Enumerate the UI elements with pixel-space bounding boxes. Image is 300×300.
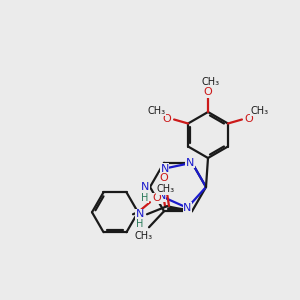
Text: N: N — [141, 182, 149, 192]
Text: CH₃: CH₃ — [147, 106, 165, 116]
Text: O: O — [204, 87, 212, 97]
Text: O: O — [244, 115, 253, 124]
Text: N: N — [160, 164, 169, 174]
Text: N: N — [183, 203, 191, 213]
Text: N: N — [186, 158, 194, 168]
Text: H: H — [141, 193, 149, 203]
Text: N: N — [136, 209, 144, 219]
Text: CH₃: CH₃ — [251, 106, 269, 116]
Text: O: O — [160, 173, 168, 183]
Text: O: O — [163, 115, 172, 124]
Text: CH₃: CH₃ — [157, 184, 175, 194]
Text: O: O — [153, 193, 161, 203]
Text: H: H — [136, 219, 144, 229]
Text: CH₃: CH₃ — [202, 77, 220, 87]
Text: N: N — [158, 191, 166, 201]
Text: CH₃: CH₃ — [135, 231, 153, 241]
